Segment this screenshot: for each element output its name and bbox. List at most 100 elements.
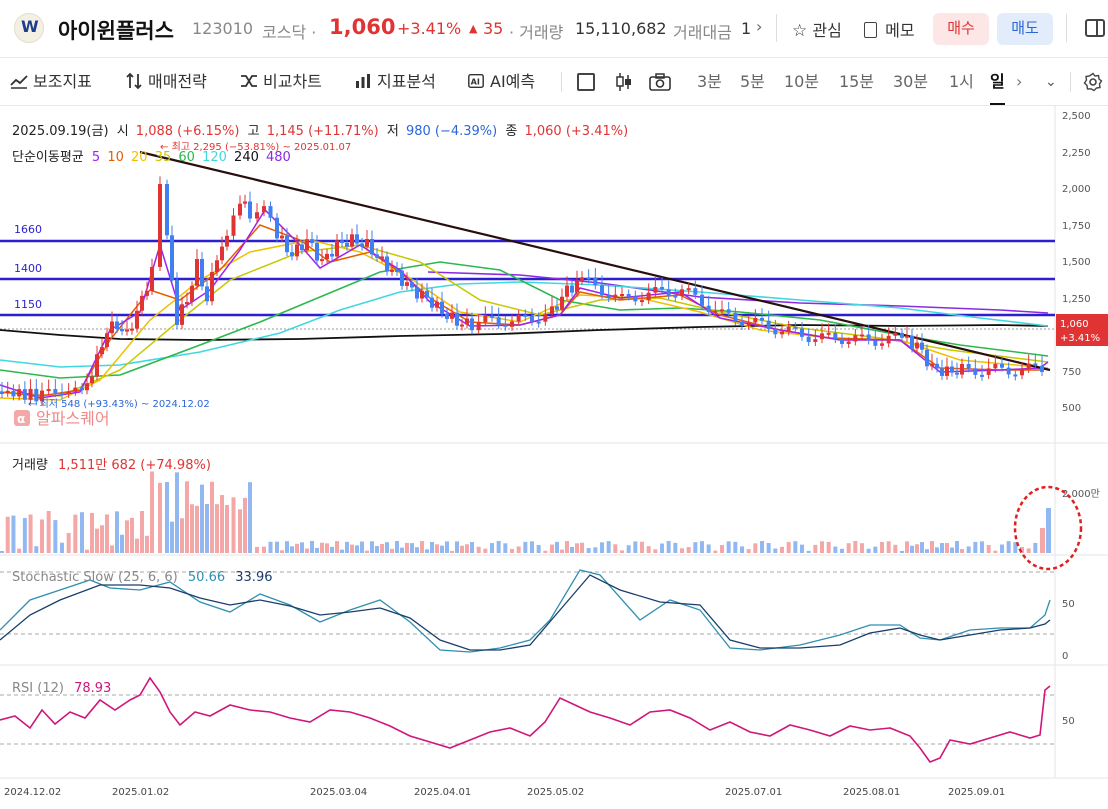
period-3min[interactable]: 3분 [697, 72, 722, 91]
date-axis-tick: 2025.05.02 [527, 787, 584, 798]
candle-body [993, 364, 998, 369]
volume-bar [550, 544, 554, 553]
volume-bar [5, 516, 10, 553]
volume-bar [53, 520, 58, 553]
info-open-label: 시 [117, 124, 129, 139]
period-1hour[interactable]: 1시 [949, 72, 974, 91]
candle-body [390, 269, 394, 272]
alphasquare-logo-glyph: α [17, 412, 25, 426]
volume-bar [120, 534, 124, 553]
checkbox-square-icon[interactable] [577, 73, 595, 91]
info-high-label: 고 [248, 124, 260, 139]
alphasquare-logo-icon [14, 410, 30, 426]
volume-bar [335, 541, 339, 553]
volume-bar [405, 542, 409, 553]
candle-body [445, 313, 449, 319]
candlestick-icon[interactable] [614, 71, 634, 93]
date-axis: 2024.12.02 2025.01.02 2025.03.04 2025.04.01… [4, 787, 1005, 798]
candle-body [220, 246, 224, 261]
tool-strategy-label: 매매전략 [148, 72, 207, 91]
svg-text:AI: AI [471, 77, 480, 87]
period-10min[interactable]: 10분 [784, 72, 820, 91]
volume-bar [1026, 548, 1031, 553]
tool-indicators[interactable]: 보조지표 [10, 58, 92, 106]
candle-body [60, 393, 64, 396]
candle-body [425, 290, 429, 298]
candle-body [415, 287, 419, 299]
volume-bar [435, 544, 439, 553]
tool-strategy[interactable]: 매매전략 [125, 58, 207, 106]
buy-button[interactable]: 매수 [933, 13, 989, 45]
volume-bar [565, 541, 569, 553]
period-30min[interactable]: 30분 [893, 72, 929, 91]
candle-body [640, 300, 644, 303]
period-5min[interactable]: 5분 [740, 72, 765, 91]
up-triangle-icon: ▲ [469, 22, 478, 35]
sidebar-toggle-icon[interactable] [1085, 19, 1105, 37]
stock-name[interactable]: 아이윈플러스 [58, 19, 174, 43]
volume-bar [28, 514, 33, 553]
analysis-icon [356, 74, 370, 88]
volume-bar [993, 550, 998, 553]
camera-icon[interactable] [649, 72, 671, 92]
tool-ai-predict[interactable]: AI AI예측 [467, 58, 535, 106]
volume-bar [626, 545, 631, 553]
candle-body [335, 240, 339, 257]
volume-bar [733, 541, 738, 553]
memo-label: 메모 [885, 21, 915, 40]
candle-body [950, 366, 954, 373]
volume-bar [980, 541, 984, 553]
price-chart[interactable]: 2,5002,2502,0001,7501,5001,2501,00075050… [0, 106, 1108, 809]
volume-bar [390, 548, 394, 553]
tool-analysis[interactable]: 지표분석 [354, 58, 436, 106]
volume-bar [130, 517, 134, 553]
volume-bar [720, 545, 724, 553]
volume-bar [175, 472, 179, 553]
candle-body [955, 372, 959, 375]
volume-bar [395, 541, 399, 553]
volume-bar [1013, 542, 1018, 553]
candle-body [826, 332, 831, 335]
period-day[interactable]: 일 [990, 58, 1005, 105]
sell-button[interactable]: 매도 [997, 13, 1053, 45]
candle-body [1033, 363, 1038, 366]
candle-body [295, 244, 299, 257]
candle-body [496, 317, 501, 325]
period-dropdown-icon[interactable]: ⌄ [1045, 74, 1057, 90]
toolbar-separator-2 [1070, 72, 1071, 92]
change-amount: 35 [483, 19, 504, 38]
chart-toolbar: 보조지표 매매전략 비교차트 지표분석 AI AI예측 3분 5분 10분 15분… [0, 58, 1108, 106]
volume-bar [945, 542, 949, 553]
volume-bar [385, 542, 389, 553]
volume-bar [780, 546, 784, 553]
stoch-axis-50: 50 [1062, 599, 1075, 610]
volume-bar [606, 541, 611, 553]
candle-body [350, 234, 354, 247]
candle-body [580, 277, 584, 281]
tool-indicators-label: 보조지표 [33, 72, 92, 91]
tool-compare[interactable]: 비교차트 [240, 58, 322, 106]
volume-bar [185, 481, 189, 553]
price-axis-tick: 500 [1062, 403, 1081, 414]
candle-body [1040, 365, 1044, 372]
candle-body [310, 239, 314, 244]
candle-body [873, 340, 878, 346]
volume-bar [905, 541, 909, 553]
volume-bar [60, 542, 64, 553]
volume-bar [925, 549, 929, 553]
trend-line[interactable] [139, 150, 1051, 372]
volume-bar [450, 550, 454, 553]
header-next-icon[interactable]: › [756, 17, 763, 36]
period-15min[interactable]: 15분 [839, 72, 875, 91]
date-axis-tick: 2025.03.04 [310, 787, 367, 798]
memo-button[interactable]: 메모 [864, 17, 915, 41]
volume-bar [620, 550, 624, 553]
indicator-icon [10, 75, 28, 89]
volume-bar [145, 535, 149, 553]
candle-body [315, 243, 319, 261]
settings-gear-icon[interactable] [1083, 72, 1103, 92]
period-scroll-right-icon[interactable]: › [1016, 72, 1023, 91]
candle-body [1006, 367, 1011, 375]
watch-button[interactable]: ☆ 관심 [792, 17, 842, 41]
volume-bar [325, 543, 329, 553]
